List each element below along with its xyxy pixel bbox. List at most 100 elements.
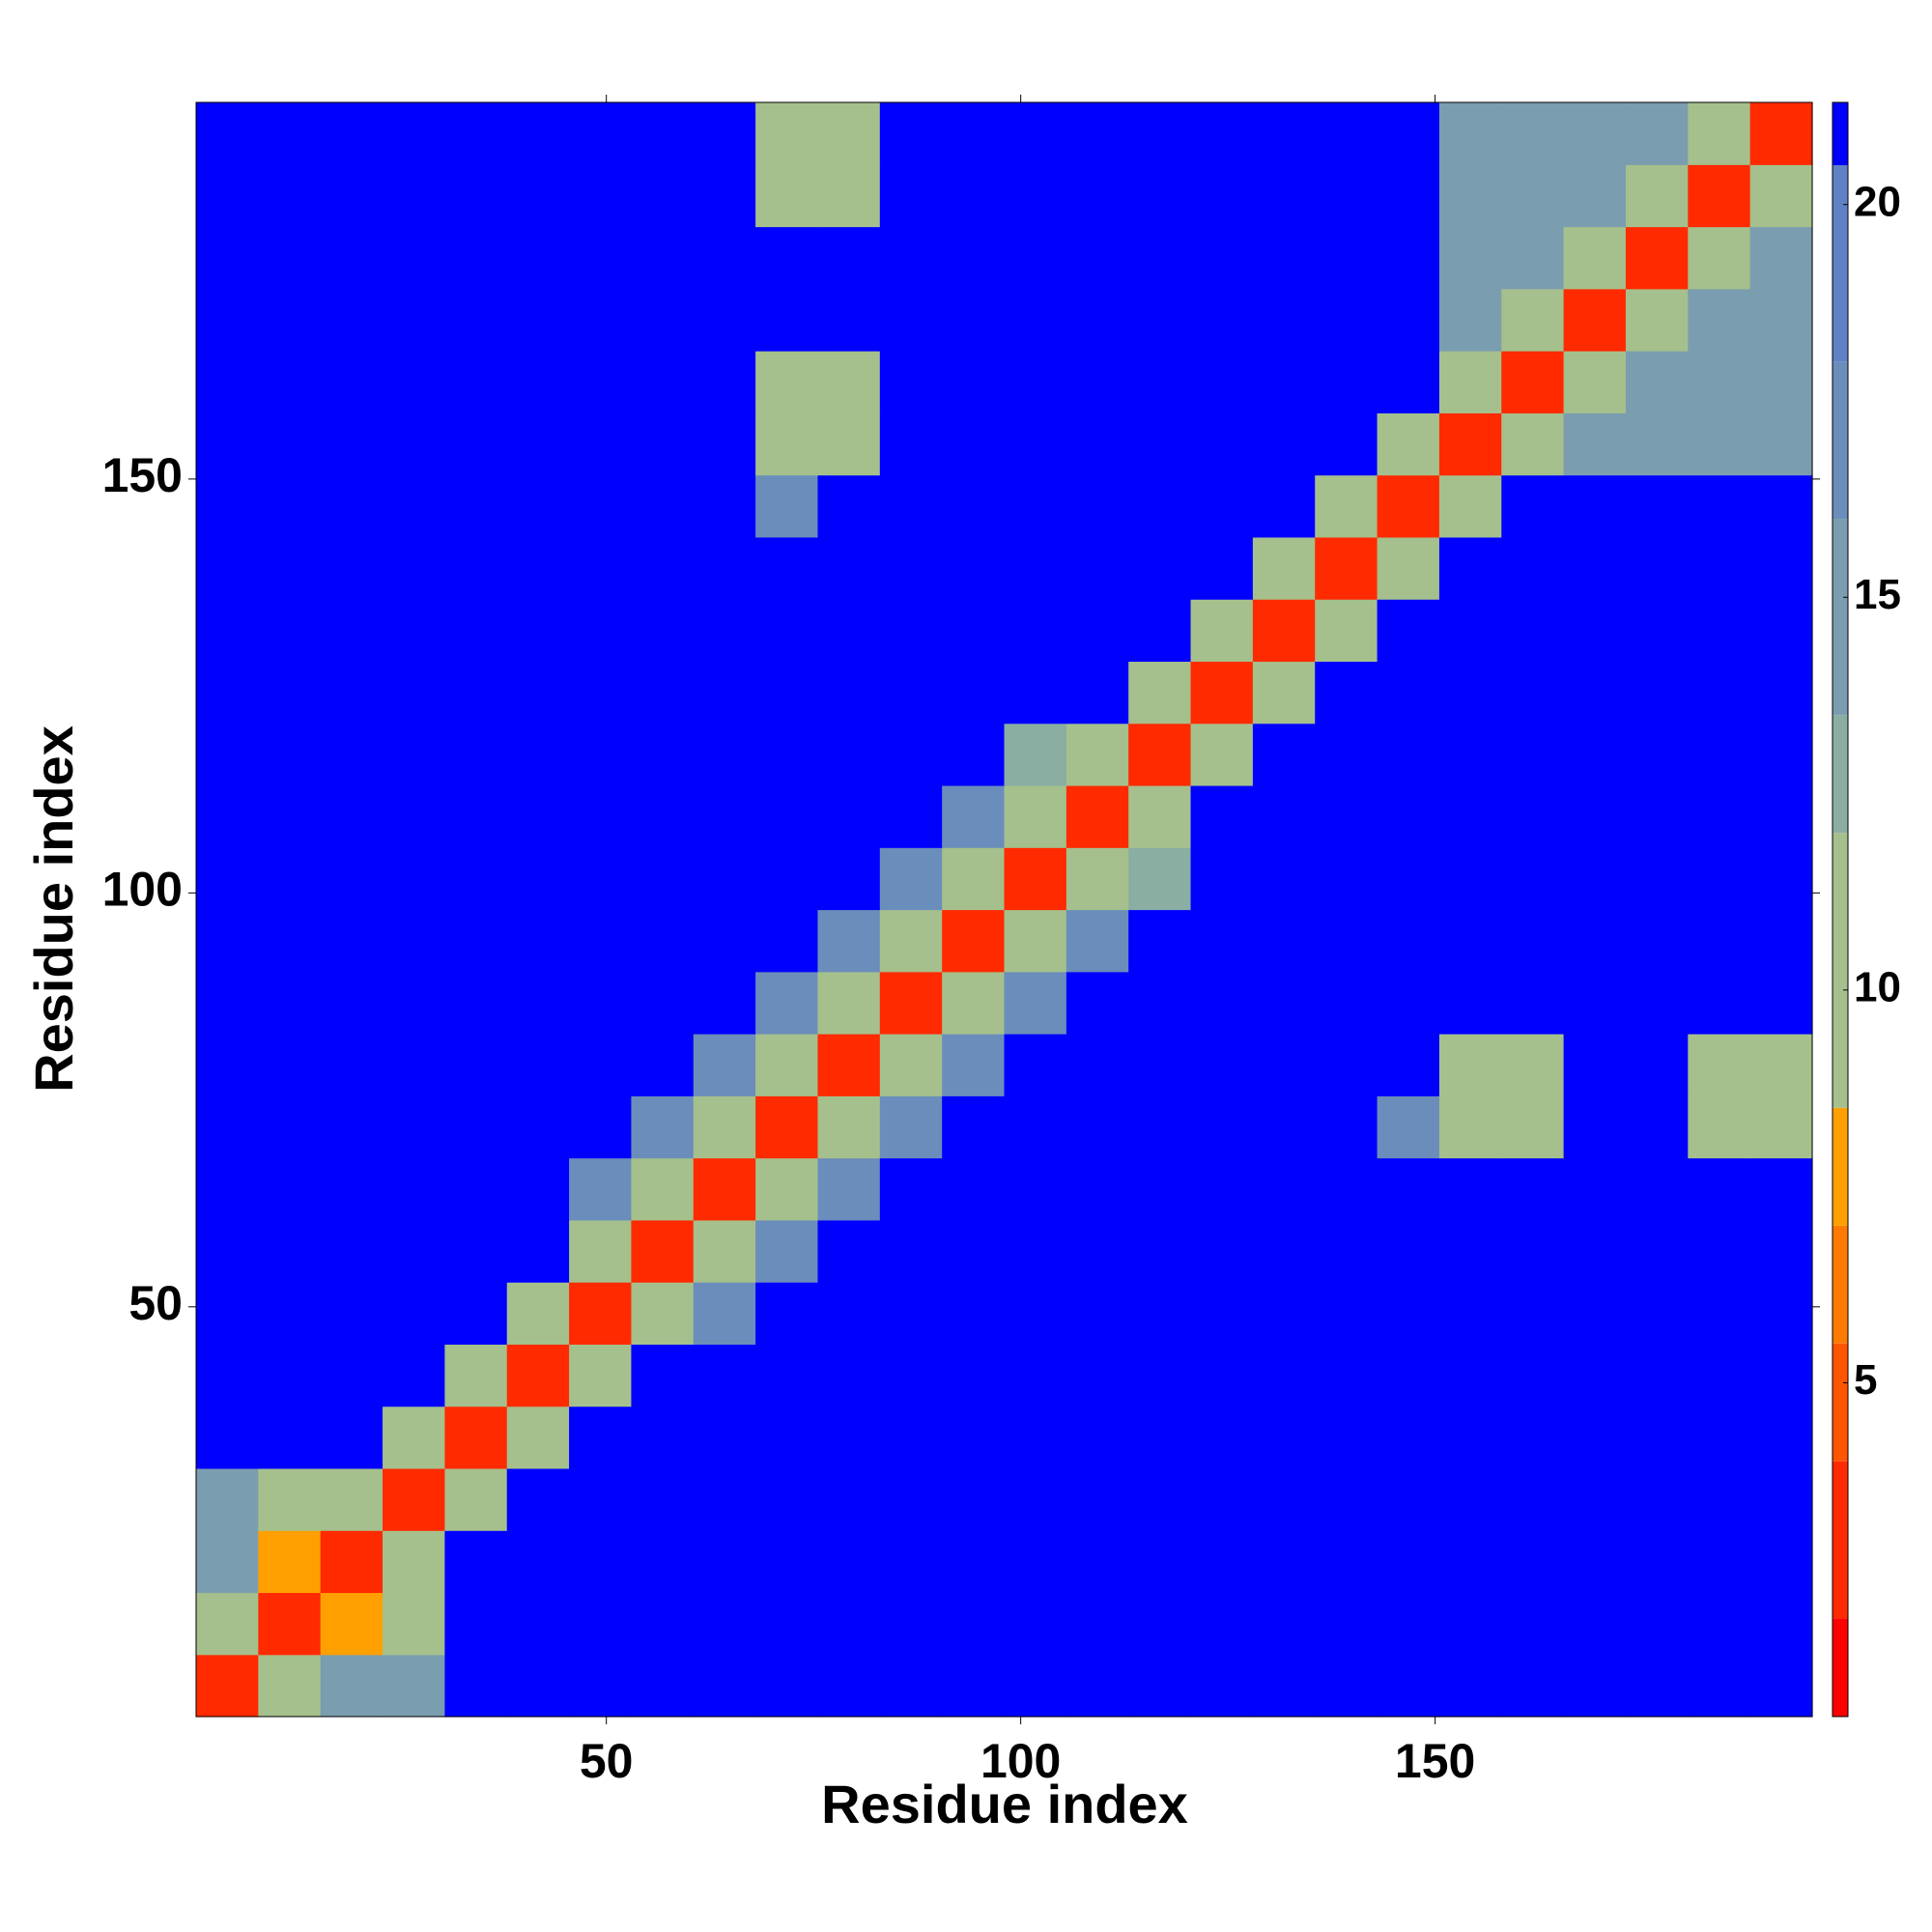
heatmap-cell	[1749, 1592, 1813, 1656]
heatmap-cell	[1563, 909, 1627, 973]
heatmap-cell	[569, 847, 633, 911]
heatmap-cell	[1688, 536, 1751, 600]
heatmap-cell	[631, 1592, 695, 1656]
heatmap-cell	[1065, 1344, 1129, 1407]
heatmap-cell	[817, 1467, 881, 1531]
heatmap-cell	[1438, 288, 1502, 352]
heatmap-cell	[942, 1034, 1006, 1096]
heatmap-cell	[196, 971, 259, 1035]
heatmap-cell	[1501, 723, 1565, 786]
heatmap-cell	[444, 288, 508, 352]
heatmap-cell	[755, 1530, 819, 1594]
heatmap-cell	[1501, 474, 1565, 538]
heatmap-cell	[569, 1530, 633, 1594]
heatmap-cell	[755, 1034, 819, 1096]
heatmap-cell	[1625, 1157, 1689, 1221]
heatmap-cell	[1501, 971, 1565, 1035]
heatmap-cell	[258, 1095, 322, 1159]
heatmap-cell	[569, 1467, 633, 1531]
heatmap-cell	[258, 351, 322, 413]
heatmap-cell	[1252, 226, 1316, 290]
heatmap-cell	[196, 723, 259, 786]
heatmap-cell	[258, 1344, 322, 1407]
heatmap-cell	[817, 1406, 881, 1469]
heatmap-cell	[1625, 723, 1689, 786]
heatmap-cell	[1688, 1034, 1751, 1096]
heatmap-cell	[1004, 599, 1067, 663]
heatmap-cell	[942, 784, 1006, 848]
heatmap-cell	[942, 1654, 1006, 1718]
heatmap-cell	[1501, 1095, 1565, 1159]
heatmap-cell	[817, 351, 881, 413]
heatmap-cell	[879, 723, 943, 786]
heatmap-cell	[1749, 288, 1813, 352]
heatmap-cell	[506, 909, 570, 973]
heatmap-cell	[1377, 164, 1440, 228]
heatmap-cell	[1688, 1592, 1751, 1656]
heatmap-cell	[631, 1344, 695, 1407]
heatmap-cell	[1190, 1095, 1254, 1159]
heatmap-cell	[1315, 1592, 1378, 1656]
heatmap-cell	[693, 1467, 756, 1531]
heatmap-cell	[1377, 1095, 1440, 1159]
heatmap-cell	[942, 226, 1006, 290]
heatmap-cell	[258, 474, 322, 538]
heatmap-cell	[1065, 1095, 1129, 1159]
heatmap-cell	[879, 1592, 943, 1656]
heatmap-cell	[320, 474, 384, 538]
heatmap-cell	[1128, 847, 1192, 911]
heatmap-cell	[569, 412, 633, 476]
heatmap-cell	[1688, 1654, 1751, 1718]
heatmap-cell	[1128, 164, 1192, 228]
heatmap-cell	[196, 164, 259, 228]
heatmap-cell	[942, 412, 1006, 476]
heatmap-cell	[1315, 412, 1378, 476]
heatmap-cell	[942, 1530, 1006, 1594]
heatmap-cell	[444, 1467, 508, 1531]
heatmap-cell	[817, 1282, 881, 1345]
heatmap-cell	[1377, 1592, 1440, 1656]
heatmap-cell	[817, 971, 881, 1035]
heatmap-cell	[196, 351, 259, 413]
heatmap-cell	[693, 288, 756, 352]
heatmap-cell	[1315, 1219, 1378, 1283]
heatmap-cell	[1501, 784, 1565, 848]
heatmap-cell	[320, 102, 384, 165]
heatmap-cell	[1128, 1592, 1192, 1656]
heatmap-cell	[1563, 661, 1627, 724]
colorbar-segment	[1833, 518, 1848, 716]
heatmap-cell	[1315, 226, 1378, 290]
heatmap-cell	[383, 1344, 445, 1407]
heatmap-cell	[569, 474, 633, 538]
heatmap-cell	[569, 226, 633, 290]
heatmap-cell	[693, 784, 756, 848]
heatmap-cell	[320, 1654, 384, 1718]
heatmap-cell	[817, 1157, 881, 1221]
heatmap-cell	[879, 164, 943, 228]
heatmap-cell	[1563, 1530, 1627, 1594]
heatmap-cell	[444, 1282, 508, 1345]
heatmap-cell	[1377, 1344, 1440, 1407]
heatmap-cell	[1315, 784, 1378, 848]
heatmap-cell	[693, 661, 756, 724]
heatmap-cell	[1625, 1034, 1689, 1096]
heatmap-cell	[320, 784, 384, 848]
heatmap-cell	[444, 474, 508, 538]
heatmap-cell	[1065, 661, 1129, 724]
heatmap-cell	[1625, 1219, 1689, 1283]
heatmap-cell	[196, 1219, 259, 1283]
heatmap-cell	[1315, 723, 1378, 786]
heatmap-cell	[1004, 1282, 1067, 1345]
heatmap-cell	[1438, 1406, 1502, 1469]
heatmap-cell	[444, 1592, 508, 1656]
heatmap-cell	[1438, 847, 1502, 911]
heatmap-cell	[1128, 288, 1192, 352]
heatmap-cell	[1625, 847, 1689, 911]
heatmap-cell	[1252, 351, 1316, 413]
heatmap-cell	[631, 723, 695, 786]
heatmap-cell	[1065, 1654, 1129, 1718]
heatmap-cell	[1625, 164, 1689, 228]
heatmap-cell	[1377, 226, 1440, 290]
heatmap-cell	[1563, 474, 1627, 538]
